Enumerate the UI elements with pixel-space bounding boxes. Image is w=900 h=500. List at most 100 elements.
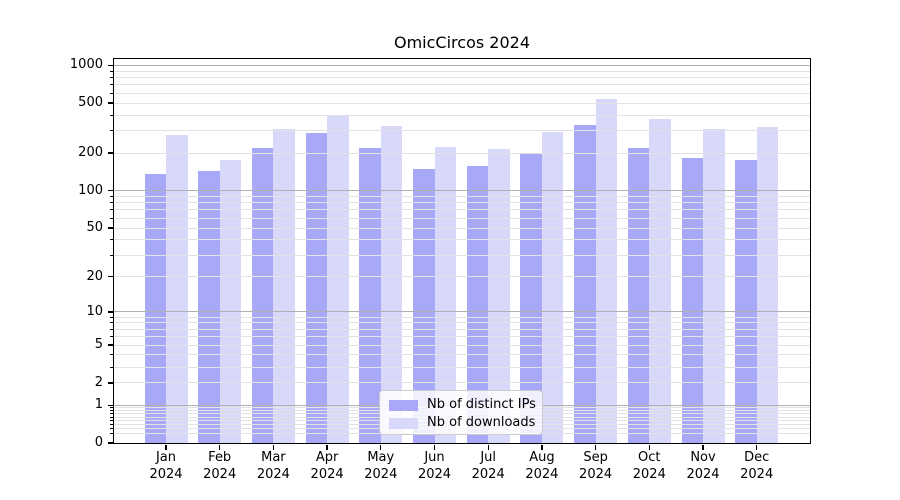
x-tick-mark (487, 444, 489, 450)
bar-distinct-ips-dec (735, 159, 757, 443)
y-minor-tick-mark (110, 354, 113, 356)
bar-distinct-ips-may (359, 148, 381, 443)
y-tick-label: 500 (78, 95, 103, 111)
y-minor-tick-mark (110, 114, 113, 116)
y-tick-mark (107, 344, 113, 346)
bar-distinct-ips-mar (251, 148, 274, 443)
x-tick-label-may: May 2024 (364, 450, 398, 482)
y-tick-mark (107, 102, 113, 104)
x-tick-label-mar: Mar 2024 (256, 450, 290, 482)
y-minor-tick-mark (110, 92, 113, 94)
y-minor-tick-mark (110, 322, 113, 324)
y-tick-mark (107, 442, 113, 444)
x-tick-mark (272, 444, 275, 450)
y-minor-tick-mark (110, 416, 113, 418)
y-minor-tick-mark (110, 407, 113, 409)
y-tick-mark (107, 311, 113, 313)
legend: Nb of distinct IPs Nb of downloads (379, 390, 543, 435)
y-minor-tick-mark (110, 195, 113, 197)
y-tick-mark (107, 382, 113, 384)
legend-swatch-distinct-ips (389, 399, 418, 411)
x-tick-mark (219, 444, 221, 450)
bar-distinct-ips-jul (466, 166, 489, 443)
x-tick-label-dec: Dec 2024 (740, 450, 774, 482)
bar-downloads-sep (595, 98, 618, 443)
chart-title: OmicCircos 2024 (394, 33, 530, 52)
x-tick-mark (541, 444, 543, 450)
y-tick-mark (107, 227, 113, 229)
y-tick-mark (107, 190, 113, 192)
legend-item-distinct-ips: Nb of distinct IPs (389, 396, 542, 414)
y-minor-tick-mark (110, 239, 113, 241)
y-tick-mark (107, 404, 113, 406)
x-tick-mark (756, 444, 758, 450)
y-tick-label: 0 (94, 435, 103, 450)
bar-downloads-dec (756, 127, 779, 443)
bar-downloads-may (380, 126, 403, 443)
bar-downloads-mar (273, 129, 295, 443)
bar-downloads-nov (703, 128, 725, 443)
y-tick-label: 200 (78, 145, 103, 161)
bar-downloads-jun (434, 146, 456, 443)
legend-item-downloads: Nb of downloads (389, 414, 542, 432)
bar-distinct-ips-aug (520, 153, 542, 443)
legend-label-distinct-ips: Nb of distinct IPs (427, 397, 536, 412)
y-minor-tick-mark (110, 217, 113, 219)
y-tick-label: 1 (94, 397, 103, 413)
x-tick-label-feb: Feb 2024 (203, 450, 237, 482)
y-tick-mark (107, 152, 113, 154)
y-minor-tick-mark (110, 424, 113, 426)
x-tick-mark (433, 444, 436, 450)
y-tick-label: 50 (86, 220, 103, 236)
x-tick-mark (648, 444, 650, 450)
x-tick-label-jun: Jun 2024 (417, 450, 452, 482)
plot-area: Nb of distinct IPs Nb of downloads (113, 58, 811, 444)
y-tick-label: 2 (94, 374, 103, 390)
y-minor-tick-mark (110, 70, 113, 72)
bar-distinct-ips-sep (574, 125, 596, 443)
legend-label-downloads: Nb of downloads (427, 415, 536, 430)
x-tick-label-jan: Jan 2024 (149, 450, 183, 482)
y-minor-tick-mark (110, 202, 113, 204)
x-tick-mark (380, 444, 382, 450)
x-tick-mark (165, 444, 167, 450)
y-tick-label: 1000 (69, 57, 103, 73)
y-minor-tick-mark (110, 328, 113, 330)
x-tick-label-jul: Jul 2024 (471, 450, 505, 482)
y-minor-tick-mark (110, 432, 113, 434)
bar-distinct-ips-feb (198, 171, 220, 443)
y-tick-label: 10 (86, 303, 103, 319)
y-minor-tick-mark (110, 130, 113, 132)
bar-downloads-apr (327, 116, 349, 443)
bar-downloads-aug (541, 132, 564, 443)
legend-swatch-downloads (389, 417, 418, 429)
y-minor-tick-mark (110, 254, 113, 256)
x-tick-label-sep: Sep 2024 (579, 450, 613, 482)
y-minor-tick-mark (110, 420, 113, 422)
x-tick-mark (326, 444, 328, 450)
bar-distinct-ips-apr (305, 132, 328, 443)
bars-layer (114, 59, 810, 443)
bar-downloads-jan (166, 135, 188, 443)
y-minor-tick-mark (110, 366, 113, 368)
y-tick-label: 100 (78, 182, 103, 198)
y-minor-tick-mark (110, 413, 113, 415)
bar-distinct-ips-nov (681, 157, 703, 443)
x-tick-label-aug: Aug 2024 (525, 450, 559, 482)
bar-downloads-jul (488, 149, 510, 443)
y-tick-label: 20 (86, 268, 103, 284)
y-tick-mark (107, 275, 113, 278)
y-tick-mark (107, 64, 113, 66)
y-minor-tick-mark (110, 428, 113, 430)
bar-distinct-ips-jun (413, 169, 435, 443)
y-minor-tick-mark (110, 410, 113, 412)
x-tick-label-nov: Nov 2024 (686, 450, 720, 482)
x-tick-label-apr: Apr 2024 (310, 450, 344, 482)
bar-downloads-oct (649, 118, 671, 443)
x-tick-label-oct: Oct 2024 (632, 450, 666, 482)
bar-downloads-feb (219, 159, 242, 443)
y-minor-tick-mark (110, 209, 113, 211)
y-minor-tick-mark (110, 336, 113, 338)
x-tick-mark (594, 444, 597, 450)
